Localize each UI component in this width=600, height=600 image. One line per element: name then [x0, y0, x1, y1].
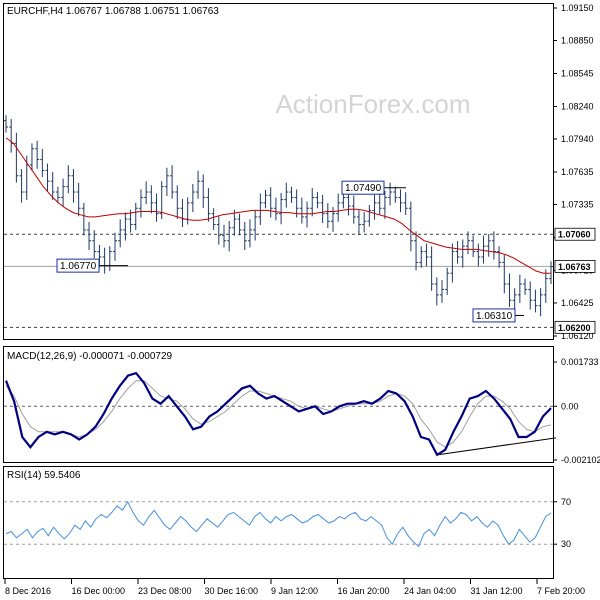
price-level-label: 1.07060 [558, 230, 591, 240]
annotation-label: 1.06770 [60, 261, 97, 272]
annotation-box [472, 308, 516, 323]
price-bars [4, 115, 553, 317]
rsi-layer: 70 30 [4, 497, 571, 549]
macd-panel-frame [3, 346, 554, 463]
time-tick-label: 16 Dec 00:00 [72, 586, 126, 596]
time-tick-label: 16 Jan 20:00 [338, 586, 390, 596]
price-panel-frame [3, 3, 554, 340]
price-tick-label: 1.07335 [561, 199, 594, 209]
price-tick-label: 1.07635 [561, 167, 594, 177]
macd-layer: 0.001733 0.00 -0.002102 [4, 357, 600, 465]
rsi-tick-label: 30 [561, 539, 571, 549]
time-tick-label: 7 Feb 20:00 [537, 586, 585, 596]
macd-panel-title: MACD(12,26,9) -0.000071 -0.000729 [7, 351, 173, 362]
price-level-tag [554, 320, 596, 334]
price-tick-label: 1.06425 [561, 298, 594, 308]
macd-tick-label: -0.002102 [561, 455, 600, 465]
price-tick-label: 1.07940 [561, 134, 594, 144]
rsi-line [5, 500, 552, 548]
macd-signal-line [5, 380, 552, 448]
price-level-tag [554, 259, 596, 273]
price-level-label: 1.06200 [558, 323, 591, 333]
rsi-panel-title: RSI(14) 59.5406 [7, 470, 81, 481]
time-tick-label: 30 Dec 16:00 [205, 586, 259, 596]
price-level-label: 1.06763 [558, 262, 591, 272]
annotation-label: 1.06310 [476, 311, 513, 322]
time-tick-label: 31 Jan 12:00 [471, 586, 523, 596]
price-level-tag [554, 227, 596, 241]
price-tick-label: 1.08240 [561, 102, 594, 112]
time-tick-label: 9 Jan 12:00 [271, 586, 318, 596]
price-tick-label: 1.08850 [561, 35, 594, 45]
price-tick-label: 1.08545 [561, 68, 594, 78]
price-tick-label: 1.09150 [561, 3, 594, 13]
macd-tick-label: 0.00 [561, 401, 579, 411]
rsi-tick-label: 70 [561, 497, 571, 507]
price-annotations: 1.06770 1.07490 1.06310 [56, 180, 524, 323]
time-tick-label: 23 Dec 08:00 [138, 586, 192, 596]
rsi-panel-frame [3, 466, 554, 579]
macd-line [4, 371, 552, 457]
time-axis: 8 Dec 2016 16 Dec 00:00 23 Dec 08:00 30 Dec… [4, 579, 585, 596]
annotation-label: 1.07490 [345, 183, 382, 194]
price-tick-label: 1.06120 [561, 331, 594, 341]
annotation-box [341, 180, 385, 195]
annotation-box [56, 258, 100, 273]
price-axis: 1.09150 1.08850 1.08545 1.08240 1.07940 1.076… [553, 3, 594, 341]
price-moving-average [5, 137, 551, 274]
macd-tick-label: 0.001733 [561, 357, 599, 367]
macd-trendline [437, 437, 557, 456]
time-tick-label: 8 Dec 2016 [5, 586, 51, 596]
time-tick-label: 24 Jan 04:00 [404, 586, 456, 596]
watermark: ActionForex.com [275, 89, 470, 119]
price-panel-title: EURCHF,H4 1.06767 1.06788 1.06751 1.0676… [7, 6, 219, 17]
sma-line [5, 137, 551, 274]
